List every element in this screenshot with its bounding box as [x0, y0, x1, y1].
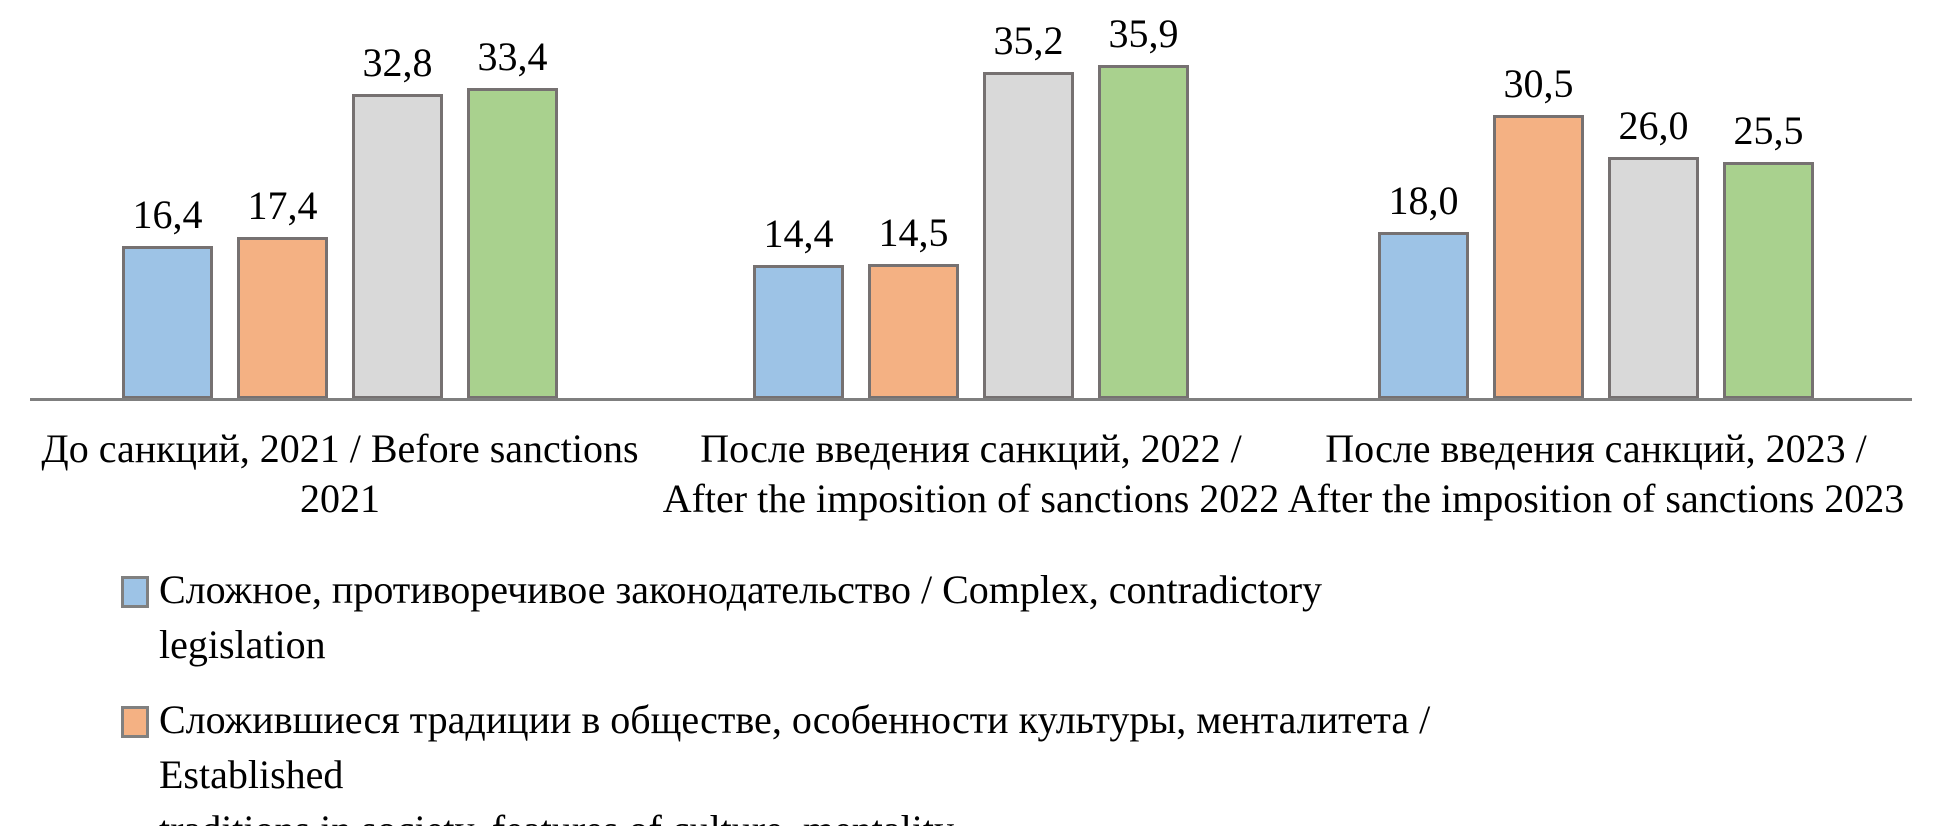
- category-label-1: До санкций, 2021 / Before sanctions 2021: [41, 426, 639, 521]
- bar-series-1-group-1: [122, 246, 213, 399]
- bar-value-label: 14,4: [763, 211, 834, 256]
- legend-item-1: Сложное, противоречивое законодательство…: [121, 562, 1489, 672]
- orange-swatch-icon: [121, 706, 149, 738]
- bar-value-label: 30,5: [1503, 61, 1574, 106]
- bar-series-2-group-2: [868, 264, 959, 399]
- legend-item-label: Сложное, противоречивое законодательство…: [159, 567, 1323, 667]
- blue-swatch-icon: [121, 576, 149, 608]
- bar-value-label: 35,9: [1108, 11, 1179, 56]
- legend-item-2: Сложившиеся традиции в обществе, особенн…: [121, 692, 1489, 826]
- bar-series-3-group-2: [983, 72, 1074, 399]
- bar-value-label: 18,0: [1388, 178, 1459, 223]
- bar-series-2-group-3: [1493, 115, 1584, 399]
- category-label-3: После введения санкций, 2023 / After the…: [1287, 426, 1905, 521]
- bar-value-label: 32,8: [362, 40, 433, 85]
- legend-item-label: Сложившиеся традиции в обществе, особенн…: [159, 697, 1431, 826]
- bar-series-4-group-3: [1723, 162, 1814, 399]
- category-label-2: После введения санкций, 2022 / After the…: [662, 426, 1280, 521]
- bar-value-label: 17,4: [247, 183, 318, 228]
- bar-series-4-group-2: [1098, 65, 1189, 399]
- bar-series-2-group-1: [237, 237, 328, 399]
- bar-value-label: 26,0: [1618, 103, 1689, 148]
- bar-value-label: 16,4: [132, 192, 203, 237]
- bar-value-label: 14,5: [878, 210, 949, 255]
- bar-series-4-group-1: [467, 88, 558, 399]
- bar-value-label: 35,2: [993, 18, 1064, 63]
- x-axis-line: [30, 398, 1912, 401]
- bar-series-1-group-2: [753, 265, 844, 399]
- legend: Сложное, противоречивое законодательство…: [121, 562, 1489, 826]
- bar-series-1-group-3: [1378, 232, 1469, 399]
- bar-series-3-group-3: [1608, 157, 1699, 399]
- bar-value-label: 25,5: [1733, 108, 1804, 153]
- bar-value-label: 33,4: [477, 34, 548, 79]
- bar-series-3-group-1: [352, 94, 443, 399]
